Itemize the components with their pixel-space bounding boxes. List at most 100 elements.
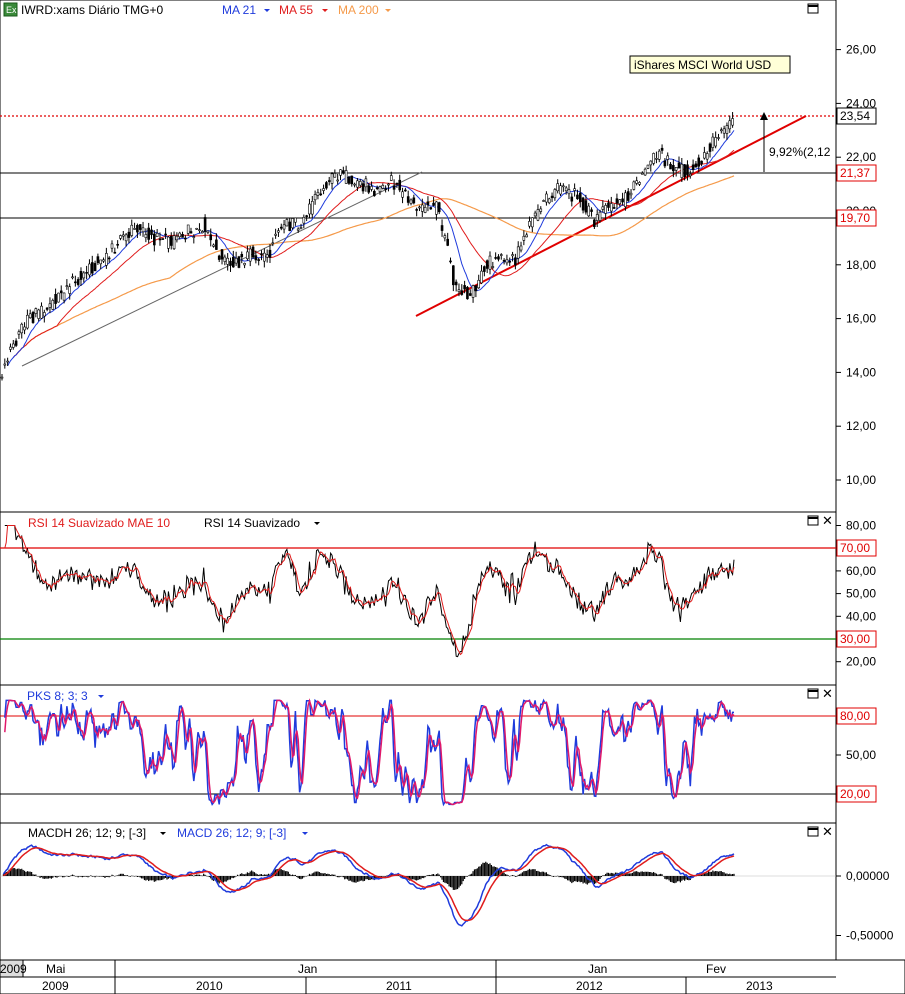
price-bar-body <box>85 272 88 274</box>
price-axis-tick-label: 18,00 <box>846 258 876 272</box>
macd-hist-bar <box>727 874 729 876</box>
price-bar-body <box>666 155 670 160</box>
price-bar-body <box>189 231 193 234</box>
rsi-signal-line[interactable] <box>4 525 735 656</box>
price-bar-body <box>271 242 275 245</box>
macd-hist-bar <box>552 876 555 877</box>
maximize-icon[interactable] <box>807 3 819 14</box>
price-bar-body <box>454 281 458 286</box>
macd-line[interactable] <box>2 843 735 927</box>
macd-panel[interactable]: 0,00000 -0,50000 MACDH 26; 12; 9; [-3] MA… <box>0 822 894 961</box>
macd-signal-line[interactable] <box>3 846 735 922</box>
price-bar-body <box>133 228 136 230</box>
macd-line-label[interactable]: MACD 26; 12; 9; [-3] <box>177 826 286 840</box>
price-bar-body <box>209 234 213 241</box>
macd-maximize-icon[interactable] <box>807 826 819 837</box>
ma55-label[interactable]: MA 55 <box>279 3 313 17</box>
macd-hist-bar <box>349 876 351 881</box>
price-bar-body <box>237 256 241 268</box>
stoch-maximize-icon[interactable] <box>807 688 819 699</box>
price-bar-body <box>105 253 108 266</box>
price-bar-body <box>229 260 232 266</box>
stoch-k-line[interactable] <box>4 698 734 807</box>
macd-hist-bar <box>478 866 480 876</box>
price-bars[interactable] <box>0 112 734 381</box>
macd-hist-bar <box>541 871 543 876</box>
price-bar-body <box>155 232 159 237</box>
rsi-dropdown-icon[interactable] <box>314 522 320 525</box>
stoch-close-icon[interactable]: ✕ <box>822 686 833 701</box>
price-bar-body <box>499 254 503 256</box>
macd-hist-bar <box>454 876 456 890</box>
price-bar-body <box>381 185 385 189</box>
ma21-dropdown-icon[interactable] <box>264 9 270 12</box>
macd-hist-bar <box>36 876 38 877</box>
macd-hist-bar <box>238 875 240 877</box>
price-bar-body <box>342 170 345 174</box>
macd-hist-bar <box>729 873 731 876</box>
macd-hist-bar <box>56 876 58 878</box>
ma200-dropdown-icon[interactable] <box>385 9 391 12</box>
macd-hist-bar <box>315 871 318 876</box>
macd-hist-bar <box>232 876 234 879</box>
macd-hist-bar <box>486 862 488 876</box>
macd-hist-bar <box>267 873 270 876</box>
macd-hist-bar <box>717 871 720 876</box>
macd-hist-bar <box>592 876 594 883</box>
ma200-label[interactable]: MA 200 <box>338 3 379 17</box>
macd-hist-bar <box>93 876 95 877</box>
ma21-line[interactable] <box>7 130 735 367</box>
macd-hist-bar <box>162 876 164 880</box>
price-bar-body <box>327 180 331 182</box>
macd-hist-bar <box>449 876 452 888</box>
macd-hist-bar <box>456 876 459 890</box>
macd-hist-bar <box>585 876 587 884</box>
price-bar-body <box>508 260 512 263</box>
price-bar-body <box>116 243 119 246</box>
ma55-line[interactable] <box>12 149 735 358</box>
macd-hist-bar <box>165 876 167 878</box>
macd-hist-bar <box>382 876 384 877</box>
price-bar-body <box>542 200 545 202</box>
macd-hist-dropdown-icon[interactable] <box>160 832 166 835</box>
macd-hist-bar <box>149 876 151 881</box>
price-bar-body <box>401 191 404 198</box>
ma200-line[interactable] <box>15 175 735 356</box>
rsi-close-icon[interactable]: ✕ <box>822 513 833 528</box>
macd-hist-bar <box>482 862 484 876</box>
macd-histogram[interactable] <box>2 861 735 890</box>
macd-hist-bar <box>650 872 652 876</box>
rsi-panel[interactable]: 80,00 70,00 60,00 50,00 40,00 30,00 20,00 RSI … <box>0 511 877 686</box>
rsi-main-label[interactable]: RSI 14 Suavizado <box>204 516 300 530</box>
price-bar-body <box>649 160 653 166</box>
macd-hist-bar <box>283 870 285 876</box>
macd-hist-label[interactable]: MACDH 26; 12; 9; [-3] <box>28 826 146 840</box>
symbol-label[interactable]: IWRD:xams Diário TMG+0 <box>21 3 163 17</box>
last-price-tag-box <box>836 107 877 125</box>
price-bar-body <box>601 206 605 210</box>
ma55-dropdown-icon[interactable] <box>322 9 328 12</box>
stoch-d-line[interactable] <box>4 698 735 806</box>
price-bar-body <box>268 249 272 258</box>
price-bar-body <box>99 259 103 265</box>
ma21-label[interactable]: MA 21 <box>222 3 256 17</box>
macd-hist-bar <box>513 875 515 876</box>
rsi-signal-label[interactable]: RSI 14 Suavizado MAE 10 <box>28 516 170 530</box>
rsi-maximize-icon[interactable] <box>807 515 819 526</box>
price-bar-body <box>344 170 348 184</box>
macd-line-dropdown-icon[interactable] <box>302 832 308 835</box>
macd-hist-bar <box>538 871 540 876</box>
stoch-dropdown-icon[interactable] <box>98 695 104 698</box>
price-bar-body <box>691 164 695 170</box>
macd-hist-bar <box>437 873 439 876</box>
macd-close-icon[interactable]: ✕ <box>822 824 833 839</box>
price-panel[interactable]: 26,0024,0022,0020,0018,0016,0014,0012,00… <box>0 0 877 513</box>
macd-hist-bar <box>19 869 21 876</box>
stoch-label[interactable]: PKS 8; 3; 3 <box>27 689 88 703</box>
trendline-2009-2011[interactable] <box>21 171 423 367</box>
price-bar-body <box>553 189 557 199</box>
rsi-line[interactable] <box>4 525 735 658</box>
price-bar-body <box>674 167 678 171</box>
